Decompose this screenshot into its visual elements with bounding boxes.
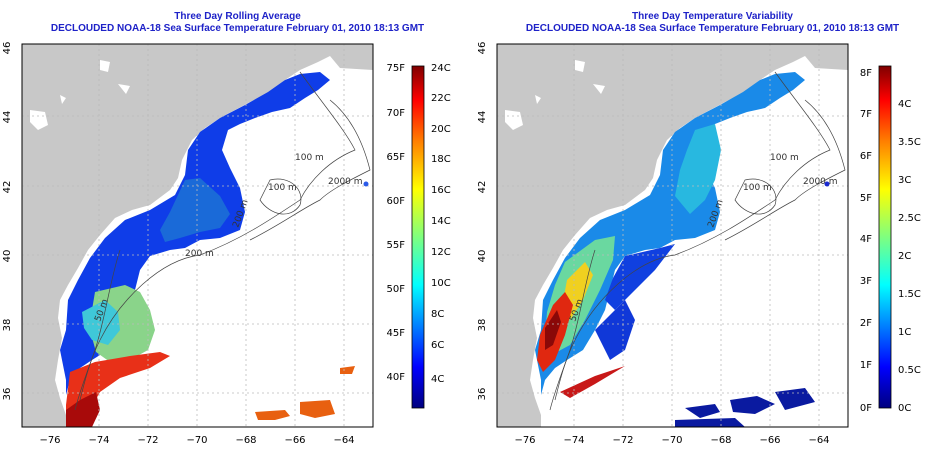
y-tick-label: 38 [2, 319, 13, 332]
colorbar-c-labels: 4C 3.5C 3C 2.5C 2C 1.5C 1C 0.5C 0C [898, 99, 921, 414]
x-tick-label: −76 [39, 435, 60, 446]
x-tick-label: −66 [759, 435, 780, 446]
y-tick-label: 44 [2, 111, 13, 124]
y-tick-label: 42 [477, 181, 488, 194]
panel-subtitle: DECLOUDED NOAA-18 Sea Surface Temperatur… [525, 23, 900, 34]
y-tick-label: 42 [2, 181, 13, 194]
colorbar-label-c: 2C [898, 251, 911, 262]
colorbar-label-f: 50F [387, 284, 406, 295]
colorbar-label-c: 1.5C [898, 289, 921, 300]
colorbar-label-f: 2F [860, 318, 872, 329]
panel-title: Three Day Rolling Average [174, 11, 301, 22]
depth-contours [549, 71, 846, 411]
colorbar-c-labels: 24C 22C 20C 18C 16C 14C 12C 10C 8C 6C 4C [431, 63, 451, 385]
y-tick-label: 44 [477, 111, 488, 124]
colorbar-label-f: 70F [387, 108, 406, 119]
x-tick-label: −68 [235, 435, 256, 446]
x-tick-label: −64 [333, 435, 354, 446]
colorbar-label-f: 8F [860, 68, 872, 79]
colorbar-label-c: 6C [431, 340, 444, 351]
colorbar-label-f: 65F [387, 152, 406, 163]
colorbar-label-f: 60F [387, 196, 406, 207]
colorbar-label-c: 0.5C [898, 365, 921, 376]
colorbar-label-c: 22C [431, 93, 451, 104]
x-axis: −76 −74 −72 −70 −68 −66 −64 [39, 435, 354, 446]
y-tick-label: 38 [477, 319, 488, 332]
contour-label: 100 m [770, 153, 799, 163]
contour-label: 2000 m [803, 177, 838, 187]
y-tick-label: 46 [477, 42, 488, 55]
colorbar-f-labels: 8F 7F 6F 5F 4F 3F 2F 1F 0F [860, 68, 872, 414]
y-tick-label: 46 [2, 42, 13, 55]
colorbar-label-f: 55F [387, 240, 406, 251]
variability-panel: Three Day Temperature Variability DECLOU… [475, 0, 950, 475]
colorbar-label-c: 3.5C [898, 137, 921, 148]
average-panel: Three Day Rolling Average DECLOUDED NOAA… [2, 11, 451, 446]
colorbar-label-c: 10C [431, 278, 451, 289]
x-tick-label: −66 [284, 435, 305, 446]
sst-variability-map: 100 m 2000 m 100 m 200 m 50 m −76 −74 −7… [477, 42, 921, 446]
contour-label: 2000 m [328, 177, 363, 187]
y-axis: 46 44 42 40 38 36 [2, 42, 13, 401]
colorbar-f-labels: 75F 70F 65F 60F 55F 50F 45F 40F [387, 63, 406, 383]
x-tick-label: −76 [514, 435, 535, 446]
colorbar-label-c: 24C [431, 63, 451, 74]
colorbar [878, 65, 892, 409]
colorbar-label-f: 45F [387, 328, 406, 339]
colorbar-label-c: 18C [431, 154, 451, 165]
panel-title: Three Day Temperature Variability [632, 11, 793, 22]
x-tick-label: −72 [137, 435, 158, 446]
colorbar-label-c: 0C [898, 403, 911, 414]
map-frame [21, 43, 374, 428]
colorbar-label-c: 4C [431, 374, 444, 385]
x-tick-label: −64 [808, 435, 829, 446]
land-mass [497, 44, 848, 427]
depth-contours [74, 71, 371, 411]
colorbar-label-f: 40F [387, 372, 406, 383]
colorbar-label-c: 8C [431, 309, 444, 320]
colorbar-label-c: 3C [898, 175, 911, 186]
panel-subtitle: DECLOUDED NOAA-18 Sea Surface Temperatur… [50, 23, 425, 34]
colorbar-label-f: 5F [860, 193, 872, 204]
x-tick-label: −70 [661, 435, 682, 446]
sst-average-map: 100 m 2000 m 100 m 200 m 200 m 50 m −76 … [2, 42, 451, 446]
y-tick-label: 36 [477, 388, 488, 401]
contour-label: 100 m [268, 183, 297, 193]
y-tick-label: 40 [477, 250, 488, 263]
colorbar-label-f: 0F [860, 403, 872, 414]
x-tick-label: −70 [186, 435, 207, 446]
y-tick-label: 36 [2, 388, 13, 401]
colorbar-label-f: 7F [860, 109, 872, 120]
colorbar-label-f: 75F [387, 63, 406, 74]
map-frame [496, 43, 849, 428]
colorbar-label-f: 4F [860, 234, 872, 245]
contour-label: 100 m [295, 153, 324, 163]
colorbar-label-c: 2.5C [898, 213, 921, 224]
x-tick-label: −72 [612, 435, 633, 446]
colorbar-label-c: 16C [431, 185, 451, 196]
colorbar-label-c: 14C [431, 216, 451, 227]
colorbar-label-c: 20C [431, 124, 451, 135]
x-tick-label: −74 [88, 435, 109, 446]
contour-label: 200 m [185, 249, 214, 259]
colorbar-label-c: 1C [898, 327, 911, 338]
x-tick-label: −74 [563, 435, 584, 446]
y-tick-label: 40 [2, 250, 13, 263]
colorbar [411, 65, 425, 409]
colorbar-label-c: 12C [431, 247, 451, 258]
y-axis: 46 44 42 40 38 36 [477, 42, 488, 401]
colorbar-label-c: 4C [898, 99, 911, 110]
colorbar-label-f: 3F [860, 276, 872, 287]
x-tick-label: −68 [710, 435, 731, 446]
land-mass [22, 44, 373, 427]
contour-label: 100 m [743, 183, 772, 193]
colorbar-label-f: 1F [860, 360, 872, 371]
colorbar-label-f: 6F [860, 151, 872, 162]
x-axis: −76 −74 −72 −70 −68 −66 −64 [514, 435, 829, 446]
